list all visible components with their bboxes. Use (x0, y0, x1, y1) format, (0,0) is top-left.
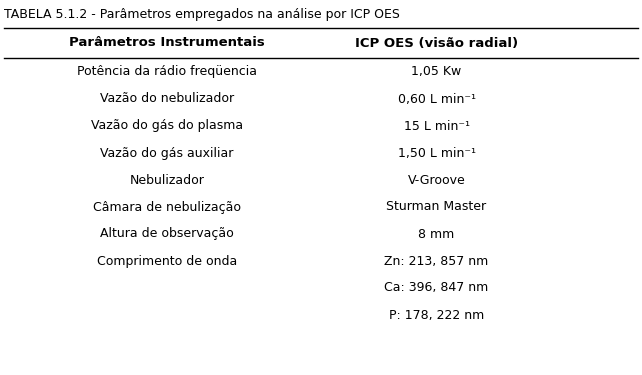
Text: Vazão do nebulizador: Vazão do nebulizador (100, 93, 234, 105)
Text: Potência da rádio freqüencia: Potência da rádio freqüencia (77, 66, 257, 78)
Text: 1,50 L min⁻¹: 1,50 L min⁻¹ (397, 147, 476, 159)
Text: Vazão do gás do plasma: Vazão do gás do plasma (91, 120, 243, 132)
Text: P: 178, 222 nm: P: 178, 222 nm (389, 309, 484, 321)
Text: 15 L min⁻¹: 15 L min⁻¹ (404, 120, 469, 132)
Text: Câmara de nebulização: Câmara de nebulização (93, 201, 241, 213)
Text: Zn: 213, 857 nm: Zn: 213, 857 nm (385, 255, 489, 267)
Text: TABELA 5.1.2 - Parâmetros empregados na análise por ICP OES: TABELA 5.1.2 - Parâmetros empregados na … (4, 8, 400, 21)
Text: 8 mm: 8 mm (419, 228, 455, 240)
Text: Comprimento de onda: Comprimento de onda (97, 255, 237, 267)
Text: 1,05 Kw: 1,05 Kw (412, 66, 462, 78)
Text: V-Groove: V-Groove (408, 174, 465, 186)
Text: Vazão do gás auxiliar: Vazão do gás auxiliar (100, 147, 234, 159)
Text: ICP OES (visão radial): ICP OES (visão radial) (355, 36, 518, 50)
Text: Parâmetros Instrumentais: Parâmetros Instrumentais (69, 36, 265, 50)
Text: Sturman Master: Sturman Master (386, 201, 487, 213)
Text: Altura de observação: Altura de observação (100, 228, 234, 240)
Text: Nebulizador: Nebulizador (130, 174, 204, 186)
Text: Ca: 396, 847 nm: Ca: 396, 847 nm (385, 282, 489, 294)
Text: 0,60 L min⁻¹: 0,60 L min⁻¹ (397, 93, 476, 105)
